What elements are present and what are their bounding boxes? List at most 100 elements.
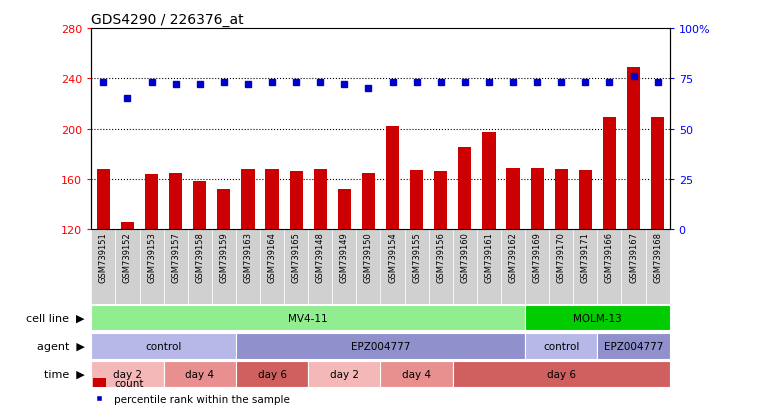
Bar — [453, 361, 670, 387]
Bar — [236, 333, 525, 359]
Text: GSM739158: GSM739158 — [196, 232, 204, 282]
Bar — [236, 361, 308, 387]
Text: GSM739163: GSM739163 — [244, 232, 253, 283]
Bar — [284, 230, 308, 304]
Text: GSM739161: GSM739161 — [485, 232, 493, 282]
Bar — [501, 230, 525, 304]
Text: GSM739149: GSM739149 — [340, 232, 349, 282]
Bar — [603, 118, 616, 230]
Text: GSM739148: GSM739148 — [316, 232, 325, 282]
Text: GSM739155: GSM739155 — [412, 232, 421, 282]
Text: GSM739165: GSM739165 — [291, 232, 301, 282]
Text: GSM739154: GSM739154 — [388, 232, 397, 282]
Bar — [477, 230, 501, 304]
Bar — [525, 305, 670, 331]
Bar — [651, 118, 664, 230]
Bar — [573, 230, 597, 304]
Text: GSM739152: GSM739152 — [123, 232, 132, 282]
Text: cell line  ▶: cell line ▶ — [26, 313, 84, 323]
Bar — [91, 361, 164, 387]
Bar — [627, 68, 640, 230]
Bar — [314, 169, 327, 230]
Text: EPZ004777: EPZ004777 — [603, 341, 664, 351]
Text: day 4: day 4 — [185, 369, 215, 379]
Bar — [386, 127, 400, 230]
Bar — [453, 230, 477, 304]
Bar — [338, 190, 351, 230]
Bar — [164, 230, 188, 304]
Bar — [91, 305, 525, 331]
Text: day 6: day 6 — [546, 369, 576, 379]
Text: GSM739162: GSM739162 — [508, 232, 517, 282]
Bar — [193, 182, 206, 230]
Bar — [380, 361, 453, 387]
Bar — [97, 169, 110, 230]
Text: GSM739170: GSM739170 — [557, 232, 565, 282]
Bar — [308, 230, 333, 304]
Bar — [145, 174, 158, 230]
Bar — [645, 230, 670, 304]
Bar — [121, 222, 134, 230]
Bar — [405, 230, 428, 304]
Text: EPZ004777: EPZ004777 — [351, 341, 410, 351]
Bar — [164, 361, 236, 387]
Bar — [241, 169, 255, 230]
Text: agent  ▶: agent ▶ — [37, 341, 84, 351]
Text: GSM739169: GSM739169 — [533, 232, 542, 282]
Bar — [308, 361, 380, 387]
Text: GSM739153: GSM739153 — [147, 232, 156, 282]
Text: day 4: day 4 — [402, 369, 431, 379]
Text: control: control — [543, 341, 579, 351]
Text: GSM739150: GSM739150 — [364, 232, 373, 282]
Bar — [549, 230, 573, 304]
Text: GSM739167: GSM739167 — [629, 232, 638, 283]
Bar — [506, 168, 520, 230]
Text: day 2: day 2 — [113, 369, 142, 379]
Text: GSM739168: GSM739168 — [653, 232, 662, 283]
Bar — [555, 169, 568, 230]
Bar — [188, 230, 212, 304]
Text: control: control — [145, 341, 182, 351]
Bar — [458, 148, 472, 230]
Bar — [597, 333, 670, 359]
Bar — [333, 230, 356, 304]
Bar — [356, 230, 380, 304]
Bar — [525, 230, 549, 304]
Bar — [434, 172, 447, 230]
Bar — [428, 230, 453, 304]
Bar — [380, 230, 405, 304]
Bar — [578, 171, 592, 230]
Text: GSM739156: GSM739156 — [436, 232, 445, 282]
Legend: count, percentile rank within the sample: count, percentile rank within the sample — [89, 374, 294, 408]
Bar — [410, 171, 423, 230]
Bar — [530, 168, 544, 230]
Bar — [482, 133, 495, 230]
Text: GSM739151: GSM739151 — [99, 232, 108, 282]
Bar — [217, 190, 231, 230]
Text: GSM739160: GSM739160 — [460, 232, 470, 282]
Bar — [169, 173, 183, 230]
Text: GSM739157: GSM739157 — [171, 232, 180, 282]
Text: GSM739164: GSM739164 — [268, 232, 276, 282]
Bar — [622, 230, 645, 304]
Bar — [289, 172, 303, 230]
Bar — [266, 169, 279, 230]
Bar — [260, 230, 284, 304]
Text: GSM739166: GSM739166 — [605, 232, 614, 283]
Bar — [212, 230, 236, 304]
Text: MOLM-13: MOLM-13 — [573, 313, 622, 323]
Text: time  ▶: time ▶ — [43, 369, 84, 379]
Bar — [525, 333, 597, 359]
Bar — [361, 173, 375, 230]
Text: day 2: day 2 — [330, 369, 359, 379]
Bar — [91, 333, 236, 359]
Bar — [116, 230, 139, 304]
Text: GSM739171: GSM739171 — [581, 232, 590, 282]
Bar — [236, 230, 260, 304]
Bar — [597, 230, 622, 304]
Text: GSM739159: GSM739159 — [219, 232, 228, 282]
Bar — [139, 230, 164, 304]
Bar — [91, 230, 116, 304]
Text: GDS4290 / 226376_at: GDS4290 / 226376_at — [91, 12, 244, 26]
Text: day 6: day 6 — [257, 369, 287, 379]
